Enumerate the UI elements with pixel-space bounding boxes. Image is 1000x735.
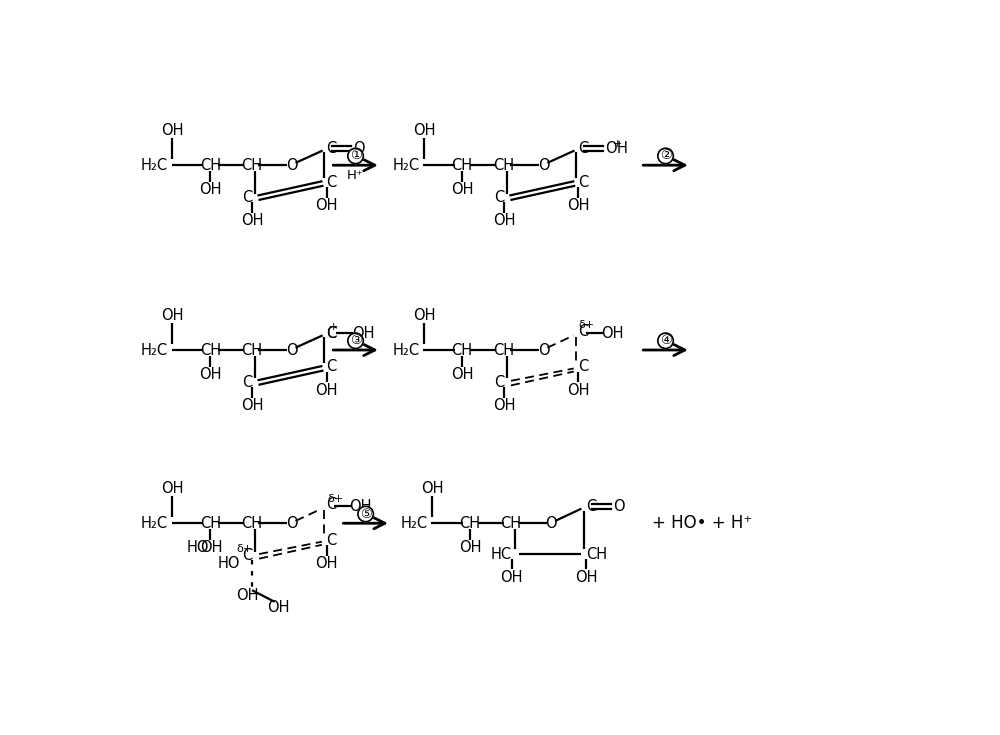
Text: C: C bbox=[242, 548, 252, 563]
Text: C: C bbox=[586, 499, 596, 514]
Text: ④: ④ bbox=[660, 334, 672, 347]
Text: O: O bbox=[286, 343, 297, 357]
Text: OH: OH bbox=[493, 398, 515, 413]
Text: ①: ① bbox=[350, 149, 362, 162]
Text: C: C bbox=[326, 141, 337, 156]
Text: CH: CH bbox=[459, 516, 480, 531]
Circle shape bbox=[658, 333, 673, 348]
Text: CH: CH bbox=[200, 158, 221, 173]
Text: CH: CH bbox=[500, 516, 522, 531]
Text: C: C bbox=[242, 190, 252, 205]
Text: O: O bbox=[353, 141, 365, 156]
Text: O: O bbox=[545, 516, 557, 531]
Text: C: C bbox=[326, 326, 337, 340]
Text: OH: OH bbox=[451, 182, 473, 197]
Text: C: C bbox=[242, 375, 252, 390]
Text: OH: OH bbox=[199, 182, 222, 197]
Text: CH: CH bbox=[200, 516, 221, 531]
Text: OH: OH bbox=[413, 308, 435, 323]
Text: + HO• + H⁺: + HO• + H⁺ bbox=[652, 514, 752, 532]
Text: H₂C: H₂C bbox=[140, 343, 168, 357]
Text: OH: OH bbox=[161, 308, 184, 323]
Text: CH: CH bbox=[586, 547, 607, 562]
Text: C: C bbox=[326, 326, 337, 340]
Text: OH: OH bbox=[267, 600, 290, 615]
Text: OH: OH bbox=[352, 326, 374, 340]
Text: ②: ② bbox=[660, 149, 672, 162]
Text: C: C bbox=[578, 141, 589, 156]
Text: CH: CH bbox=[241, 343, 262, 357]
Text: OH: OH bbox=[315, 382, 338, 398]
Text: O: O bbox=[538, 343, 549, 357]
Text: O: O bbox=[538, 158, 549, 173]
Text: OH: OH bbox=[500, 570, 523, 584]
Text: OH: OH bbox=[315, 556, 338, 571]
Text: O: O bbox=[605, 141, 617, 156]
Text: ③: ③ bbox=[350, 334, 362, 347]
Text: OH: OH bbox=[315, 198, 338, 212]
Text: C: C bbox=[578, 175, 589, 190]
Text: OH: OH bbox=[199, 368, 222, 382]
Circle shape bbox=[658, 148, 673, 164]
Circle shape bbox=[348, 148, 363, 164]
Text: OH: OH bbox=[236, 588, 259, 603]
Text: CH: CH bbox=[452, 158, 473, 173]
Text: OH: OH bbox=[493, 213, 515, 228]
Text: H⁺: H⁺ bbox=[347, 170, 364, 182]
Text: OH: OH bbox=[567, 382, 590, 398]
Text: OH: OH bbox=[161, 123, 184, 138]
Text: δ+: δ+ bbox=[579, 320, 595, 330]
Text: OH: OH bbox=[459, 540, 481, 556]
Text: C: C bbox=[494, 375, 504, 390]
Text: δ+: δ+ bbox=[327, 494, 343, 503]
Text: H: H bbox=[617, 141, 628, 156]
Text: H₂C: H₂C bbox=[400, 516, 427, 531]
Text: CH: CH bbox=[493, 158, 514, 173]
Circle shape bbox=[348, 333, 363, 348]
Text: OH: OH bbox=[421, 481, 443, 496]
Text: OH: OH bbox=[201, 540, 223, 556]
Text: H₂C: H₂C bbox=[140, 516, 168, 531]
Text: C: C bbox=[494, 190, 504, 205]
Text: δ+: δ+ bbox=[236, 545, 252, 554]
Text: OH: OH bbox=[413, 123, 435, 138]
Text: H₂C: H₂C bbox=[392, 158, 420, 173]
Text: CH: CH bbox=[200, 343, 221, 357]
Text: C: C bbox=[578, 359, 589, 374]
Text: +: + bbox=[329, 322, 338, 332]
Text: CH: CH bbox=[241, 516, 262, 531]
Text: CH: CH bbox=[452, 343, 473, 357]
Text: C: C bbox=[326, 533, 337, 548]
Text: CH: CH bbox=[493, 343, 514, 357]
Text: O: O bbox=[286, 158, 297, 173]
Text: HC: HC bbox=[491, 547, 512, 562]
Text: HO: HO bbox=[186, 540, 209, 556]
Text: OH: OH bbox=[349, 499, 372, 514]
Text: OH: OH bbox=[567, 198, 590, 212]
Text: +: + bbox=[612, 139, 622, 148]
Text: C: C bbox=[326, 175, 337, 190]
Text: H₂C: H₂C bbox=[140, 158, 168, 173]
Text: OH: OH bbox=[451, 368, 473, 382]
Text: OH: OH bbox=[575, 570, 597, 584]
Text: C: C bbox=[326, 498, 337, 512]
Circle shape bbox=[358, 506, 373, 522]
Text: C: C bbox=[578, 324, 589, 339]
Text: ⑤: ⑤ bbox=[360, 507, 372, 520]
Text: HO: HO bbox=[217, 556, 240, 571]
Text: O: O bbox=[286, 516, 297, 531]
Text: O: O bbox=[613, 499, 624, 514]
Text: H₂C: H₂C bbox=[392, 343, 420, 357]
Text: CH: CH bbox=[241, 158, 262, 173]
Text: OH: OH bbox=[161, 481, 184, 496]
Text: OH: OH bbox=[241, 398, 263, 413]
Text: OH: OH bbox=[601, 326, 624, 340]
Text: C: C bbox=[326, 359, 337, 374]
Text: OH: OH bbox=[241, 213, 263, 228]
